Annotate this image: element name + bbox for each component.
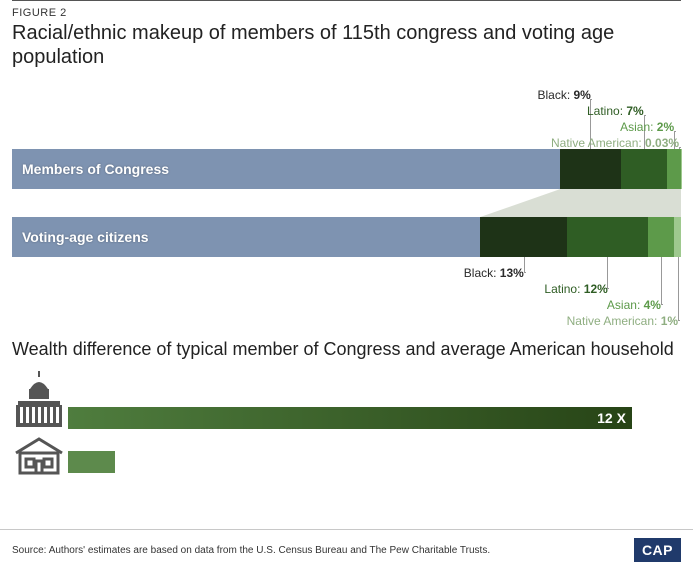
wealth-bar-chart: 12 X (12, 369, 681, 489)
bar-segment-latino (567, 217, 647, 257)
connection-band (0, 79, 693, 339)
callout-latino: Latino: 7% (587, 105, 644, 117)
callout-black: Black: 9% (537, 89, 590, 101)
wealth-bar-household (68, 451, 115, 473)
bar-segment-native-american (674, 217, 681, 257)
cap-logo: CAP (634, 538, 681, 562)
callout-asian: Asian: 2% (620, 121, 674, 133)
stacked-bar-row: Voting-age citizens (12, 217, 681, 257)
figure-title: Racial/ethnic makeup of members of 115th… (12, 21, 681, 69)
bar-row-label: Voting-age citizens (22, 229, 149, 245)
bar-row-label: Members of Congress (22, 161, 169, 177)
stacked-bar-chart: Members of Congress Black: 9% Latino: 7% As… (0, 79, 693, 339)
callout-native-american: Native American: 0.03% (551, 137, 679, 149)
callout-latino: Latino: 12% (544, 283, 607, 295)
house-icon (12, 437, 66, 482)
bar-segment-asian (648, 217, 675, 257)
bar-segment-black (480, 217, 567, 257)
capitol-icon (12, 371, 66, 432)
figure-header: FIGURE 2 Racial/ethnic makeup of members… (12, 0, 681, 69)
figure-subtitle: Wealth difference of typical member of C… (12, 339, 681, 361)
stacked-bar-row: Members of Congress (12, 149, 681, 189)
bar-segment-latino (621, 149, 668, 189)
source-text: Source: Authors' estimates are based on … (12, 545, 490, 556)
wealth-bar-congress: 12 X (68, 407, 632, 429)
callout-asian: Asian: 4% (607, 299, 661, 311)
callout-black: Black: 13% (464, 267, 524, 279)
source-row: Source: Authors' estimates are based on … (0, 529, 693, 562)
wealth-bar-value: 12 X (597, 410, 626, 426)
figure-2: FIGURE 2 Racial/ethnic makeup of members… (0, 0, 693, 574)
callout-native-american: Native American: 1% (567, 315, 678, 327)
figure-label: FIGURE 2 (12, 7, 681, 19)
bar-segment-black (560, 149, 620, 189)
bar-segment-asian (667, 149, 680, 189)
